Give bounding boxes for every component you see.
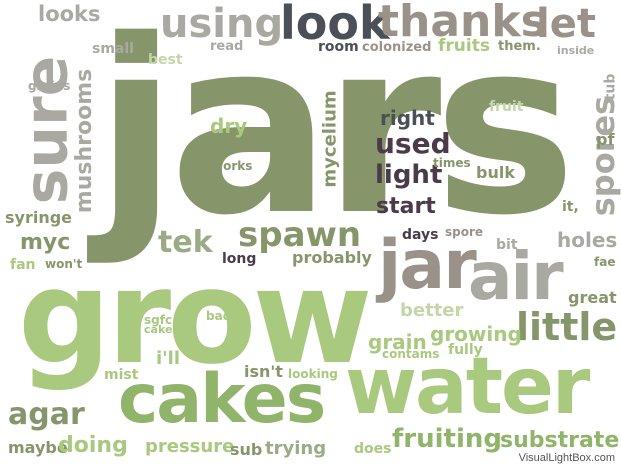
word-pf: pf (596, 130, 615, 149)
word-contams: contams (382, 347, 440, 361)
word-thanks: thanks (378, 0, 547, 47)
word-long: long (222, 251, 257, 267)
word-syringe: syringe (5, 208, 73, 227)
word-bulk: bulk (476, 163, 515, 182)
word-probably: probably (292, 248, 372, 267)
word-lid: lid (215, 141, 235, 157)
word-tek: tek (158, 225, 213, 260)
word-right: right (380, 106, 435, 130)
word-grains: grains (28, 79, 71, 93)
word-grow: grow (18, 241, 373, 393)
word-spores: spores (584, 95, 621, 217)
word-spawn: spawn (238, 215, 362, 255)
word-agar: agar (8, 397, 85, 432)
word-does: does (354, 441, 392, 457)
word-inside: inside (557, 44, 595, 57)
word-wont: won't (45, 257, 83, 271)
word-mist: mist (104, 367, 139, 383)
word-colonized: colonized (362, 40, 432, 55)
word-growing: growing (430, 322, 522, 346)
word-jars: jars (95, 0, 576, 268)
word-works: works (212, 159, 253, 173)
word-bit: bit (496, 237, 518, 253)
word-mushrooms: mushrooms (72, 68, 98, 214)
word-sgfc: sgfc (144, 313, 173, 327)
word-best: best (148, 52, 183, 68)
word-ill: i'll (156, 348, 181, 369)
word-mycelium: mycelium (319, 90, 341, 188)
word-dry: dry (210, 114, 248, 138)
word-start: start (376, 194, 436, 219)
word-bad: bad (206, 309, 232, 323)
word-looking: looking (288, 367, 338, 381)
word-holes: holes (557, 228, 618, 252)
word-water: water (345, 342, 590, 432)
word-fully: fully (448, 342, 483, 358)
word-substrate: substrate (500, 428, 620, 453)
word-read: read (210, 39, 244, 54)
word-let: let (536, 1, 596, 47)
word-small: small (92, 41, 134, 57)
word-cakes: cakes (118, 360, 326, 439)
word-sure: sure (11, 55, 82, 205)
word-them: them. (498, 39, 541, 54)
word-light: light (375, 160, 443, 190)
word-trying: trying (265, 438, 327, 459)
word-pressure: pressure (145, 436, 235, 457)
word-great: great (568, 288, 617, 307)
word-jar: jar (378, 226, 477, 305)
word-myc: myc (20, 230, 71, 255)
watermark-text: VisualLightBox.com (516, 452, 617, 464)
word-spore: spore (445, 225, 484, 239)
word-fruit: fruit (489, 99, 524, 115)
word-looks: looks (38, 2, 101, 26)
word-air: air (468, 238, 564, 315)
word-times: times (433, 156, 471, 170)
word-look: look (280, 0, 390, 50)
word-maybe: maybe (8, 438, 68, 457)
word-fruits: fruits (438, 36, 490, 56)
word-fan: fan (10, 257, 36, 273)
word-cake: cake (144, 323, 173, 336)
word-it: it, (562, 199, 579, 215)
word-days: days (402, 227, 439, 243)
word-little: little (516, 305, 618, 349)
word-used: used (375, 127, 451, 160)
word-using: using (160, 1, 284, 47)
word-better: better (400, 300, 464, 321)
word-sub: sub (230, 440, 263, 459)
word-grain: grain (368, 330, 427, 354)
word-isnt: isn't (244, 362, 283, 381)
word-doing: doing (58, 433, 128, 458)
word-room: room (318, 39, 359, 55)
word-fae: fae (594, 255, 616, 269)
word-fruiting: fruiting (392, 424, 503, 454)
word-tub: tub (602, 73, 619, 101)
